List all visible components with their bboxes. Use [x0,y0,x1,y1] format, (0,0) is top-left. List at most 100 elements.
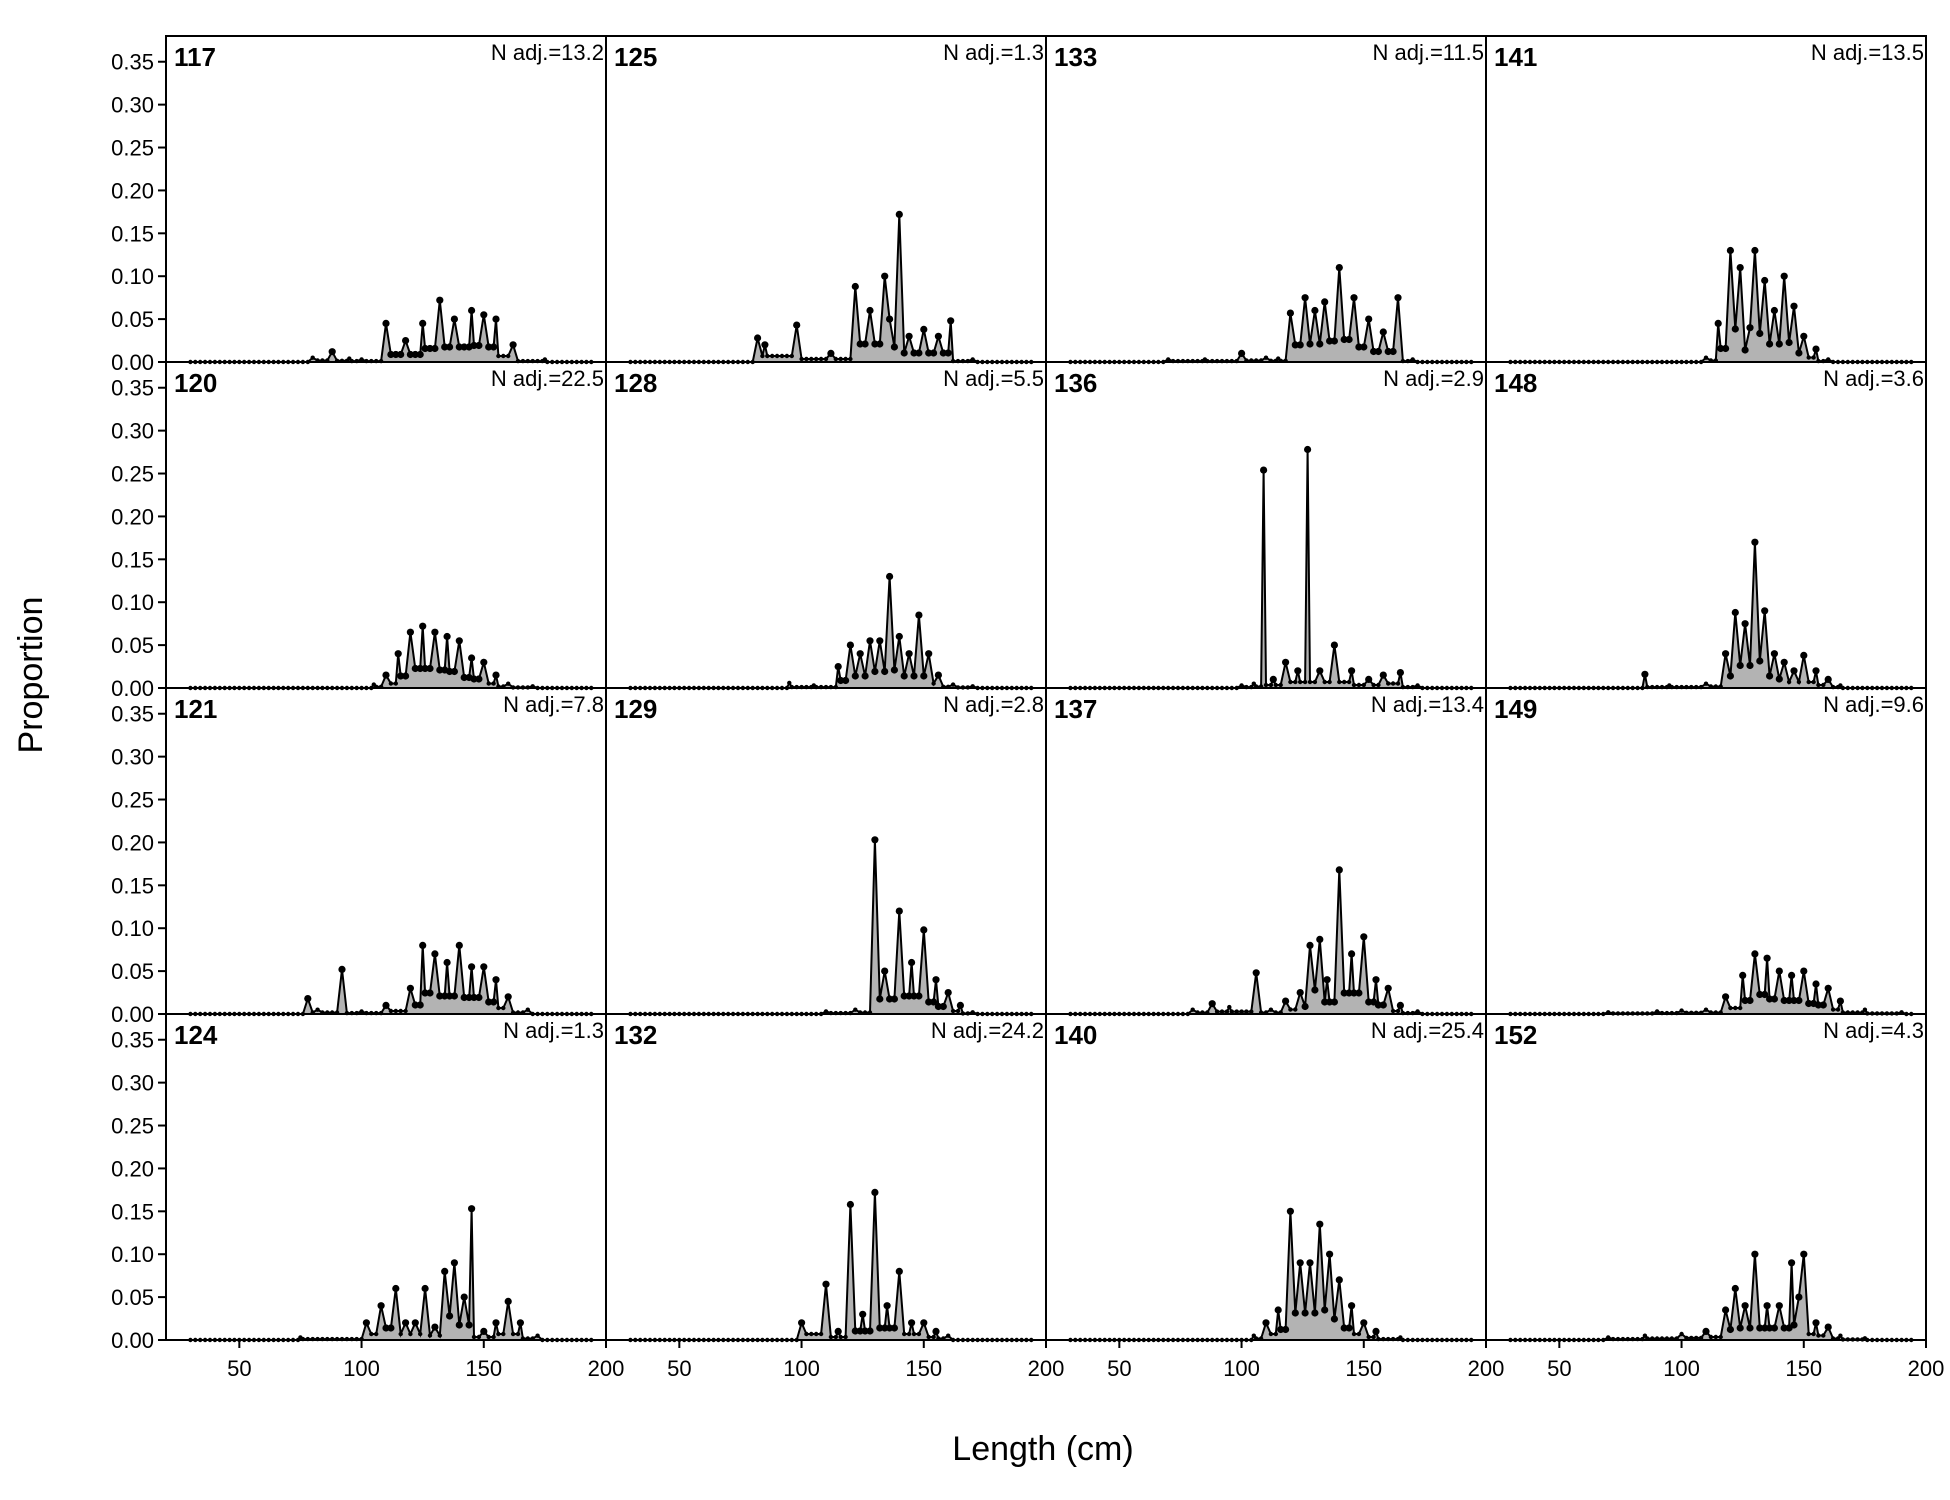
y-tick-label: 0.05 [111,633,154,658]
x-tick-label: 200 [1028,1356,1065,1381]
panel-id-label: 141 [1494,42,1537,72]
data-point [787,680,792,686]
series-line [630,576,1032,689]
panel-n-label: N adj.=7.8 [503,692,604,717]
y-tick-label: 0.20 [111,178,154,203]
data-point [838,1334,843,1340]
panel-frame [1045,687,1487,1015]
data-point [486,1334,491,1340]
data-point [843,1334,848,1340]
panel-128: 128 N adj.=5.5 [605,361,1047,691]
panel-id-label: 117 [174,42,216,72]
data-point [1812,1319,1820,1327]
data-point [1736,661,1744,670]
data-point [1741,620,1749,628]
data-point [392,1284,400,1293]
data-point [1316,667,1324,675]
data-point [833,1334,838,1340]
data-point [1835,1007,1841,1012]
data-point [374,1331,379,1337]
data-point [492,1319,500,1327]
panel-n-label: N adj.=13.4 [1371,692,1484,717]
data-point [1355,989,1363,997]
series-area [1510,953,1912,1014]
data-point [402,337,410,345]
data-point [818,1331,824,1337]
data-point [1703,355,1709,360]
series-line [1510,1254,1912,1341]
data-point [1311,986,1319,994]
panel-125: 125 N adj.=1.3 [605,35,1047,365]
data-point [834,663,842,671]
data-point [506,681,511,686]
x-tick-label: 100 [1223,1356,1260,1381]
panel-id-label: 132 [614,1020,657,1050]
data-point [1751,538,1759,546]
data-point [398,1008,403,1014]
data-point [1372,1327,1380,1335]
data-point [1219,1009,1225,1014]
panel-n-label: N adj.=22.5 [491,366,604,391]
x-tick-label: 50 [667,1356,691,1381]
data-point [362,1319,370,1327]
data-point [1806,355,1811,360]
data-point [1365,675,1373,684]
panel-frame [1045,1013,1487,1341]
data-point [905,650,913,658]
panel-id-label: 148 [1494,368,1537,398]
series-line [1070,449,1472,689]
data-point [1301,1309,1309,1317]
data-point [1262,1319,1270,1327]
y-axis-title: Proportion [12,597,50,754]
data-point [1718,1334,1723,1340]
data-point [920,672,928,680]
data-point [388,1008,394,1014]
panel-n-label: N adj.=4.3 [1823,1018,1924,1043]
data-point [1372,976,1380,984]
data-point [871,836,879,844]
data-point [890,666,899,674]
data-point [920,325,928,333]
y-tick-label: 0.15 [111,1199,154,1224]
data-point [895,1267,903,1275]
data-point [1824,984,1832,992]
data-point [1775,675,1783,683]
data-point [1356,1331,1362,1337]
data-point [1812,980,1820,988]
data-point [1816,1333,1821,1338]
series-line [190,1208,592,1341]
data-point [1322,679,1327,685]
data-point [490,343,498,351]
data-point [1278,682,1283,688]
data-point [441,1267,449,1275]
data-point [455,1321,463,1329]
data-point [910,672,918,680]
data-point [1239,683,1244,688]
y-tick-label: 0.05 [111,959,154,984]
data-point [931,681,936,686]
data-point [895,210,903,218]
y-tick-label: 0.35 [111,50,154,75]
panel-n-label: N adj.=1.3 [943,40,1044,65]
x-axis-title: Length (cm) [952,1430,1133,1468]
series-line [1070,869,1472,1015]
data-point [895,907,903,915]
data-point [915,611,923,619]
data-point [1316,935,1324,944]
data-point [1307,679,1313,685]
y-tick-label: 0.00 [111,350,154,375]
data-point [510,1331,516,1337]
data-point [1311,1309,1319,1317]
data-point [1268,1331,1274,1337]
data-point [496,1005,501,1011]
data-point [1394,294,1402,302]
data-point [1291,1309,1299,1317]
panel-frame [165,35,607,363]
data-point [1208,1000,1216,1008]
x-tick-label: 50 [1107,1356,1131,1381]
data-point [876,995,884,1003]
x-tick-label: 100 [343,1356,380,1381]
data-point [398,1331,403,1337]
data-point [1746,661,1754,670]
panel-id-label: 129 [614,694,657,724]
